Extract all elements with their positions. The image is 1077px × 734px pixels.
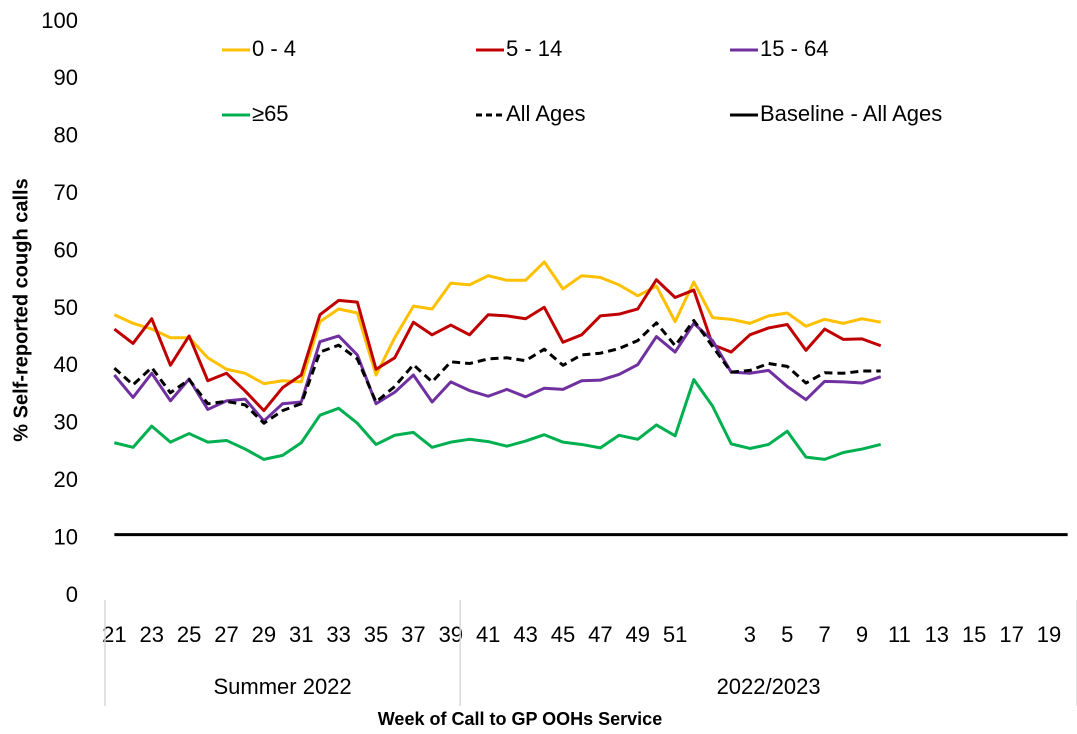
- x-tick-label: 13: [925, 622, 949, 647]
- legend-label: 5 - 14: [506, 36, 562, 61]
- legend-label: Baseline - All Ages: [760, 101, 942, 126]
- y-tick-label: 20: [54, 467, 78, 492]
- group-label: 2022/2023: [717, 674, 821, 699]
- x-tick-label: 31: [289, 622, 313, 647]
- x-tick-label: 7: [819, 622, 831, 647]
- series-line: [113, 318, 881, 425]
- group-label: Summer 2022: [213, 674, 351, 699]
- y-tick-label: 0: [66, 582, 78, 607]
- x-axis-title: Week of Call to GP OOHs Service: [378, 709, 662, 729]
- x-tick-label: 39: [439, 622, 463, 647]
- legend-label: All Ages: [506, 101, 586, 126]
- x-tick-label: 23: [139, 622, 163, 647]
- y-tick-label: 10: [54, 524, 78, 549]
- x-tick-label: 19: [1037, 622, 1061, 647]
- y-tick-label: 50: [54, 295, 78, 320]
- x-tick-label: 11: [888, 622, 911, 647]
- x-tick-label: 25: [177, 622, 201, 647]
- x-tick-label: 43: [513, 622, 537, 647]
- x-tick-label: 41: [476, 622, 500, 647]
- x-tick-label: 3: [744, 622, 756, 647]
- x-tick-label: 51: [663, 622, 687, 647]
- x-tick-label: 29: [252, 622, 276, 647]
- y-axis-title: % Self-reported cough calls: [10, 178, 32, 441]
- x-tick-label: 21: [102, 622, 126, 647]
- legend-label: ≥65: [252, 101, 289, 126]
- series-line: [113, 378, 882, 461]
- y-tick-label: 70: [54, 180, 78, 205]
- series-line: [113, 321, 882, 423]
- legend-label: 0 - 4: [252, 36, 296, 61]
- x-tick-label: 49: [625, 622, 649, 647]
- y-tick-label: 90: [54, 65, 78, 90]
- x-tick-label: 15: [962, 622, 986, 647]
- y-tick-label: 60: [54, 237, 78, 262]
- y-tick-label: 100: [41, 8, 78, 33]
- legend-label: 15 - 64: [760, 36, 829, 61]
- x-tick-label: 47: [588, 622, 612, 647]
- y-tick-label: 40: [54, 352, 78, 377]
- x-tick-label: 17: [999, 622, 1023, 647]
- x-tick-label: 35: [364, 622, 388, 647]
- x-tick-label: 27: [214, 622, 238, 647]
- series-line: [113, 278, 882, 413]
- x-tick-label: 33: [326, 622, 350, 647]
- y-tick-label: 80: [54, 123, 78, 148]
- series-line: [113, 260, 882, 386]
- x-tick-label: 5: [781, 622, 793, 647]
- y-tick-label: 30: [54, 410, 78, 435]
- x-tick-label: 45: [551, 622, 575, 647]
- x-tick-label: 37: [401, 622, 425, 647]
- x-tick-label: 9: [856, 622, 868, 647]
